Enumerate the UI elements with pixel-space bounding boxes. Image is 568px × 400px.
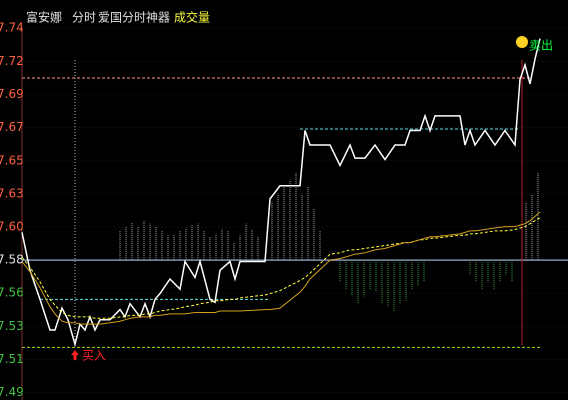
- y-tick-label: 7.63: [0, 186, 24, 200]
- y-tick-label: 7.65: [0, 153, 24, 167]
- signal-label: 买入: [82, 349, 106, 363]
- y-tick-label: 7.58: [0, 253, 24, 267]
- y-tick-label: 7.56: [0, 286, 24, 300]
- mode: 分时: [72, 11, 96, 25]
- indicator-name: 成交量: [174, 10, 210, 25]
- y-tick-label: 7.72: [0, 54, 24, 68]
- y-tick-label: 7.51: [0, 352, 24, 366]
- signal-label: 卖出: [529, 39, 553, 53]
- series-line: [21, 217, 541, 319]
- y-tick-label: 7.53: [0, 319, 24, 333]
- y-tick-label: 7.49: [0, 385, 24, 399]
- series-line: [21, 211, 541, 325]
- y-tick-label: 7.69: [0, 87, 24, 101]
- y-tick-label: 7.74: [0, 21, 24, 35]
- buy-arrow: [71, 350, 79, 361]
- tool-name: 爱国分时神器: [98, 11, 170, 25]
- y-tick-label: 7.67: [0, 120, 24, 134]
- stock-name: 富安娜: [26, 10, 62, 25]
- series-line: [21, 38, 541, 348]
- y-tick-label: 7.60: [0, 220, 24, 234]
- sell-icon: [516, 36, 528, 49]
